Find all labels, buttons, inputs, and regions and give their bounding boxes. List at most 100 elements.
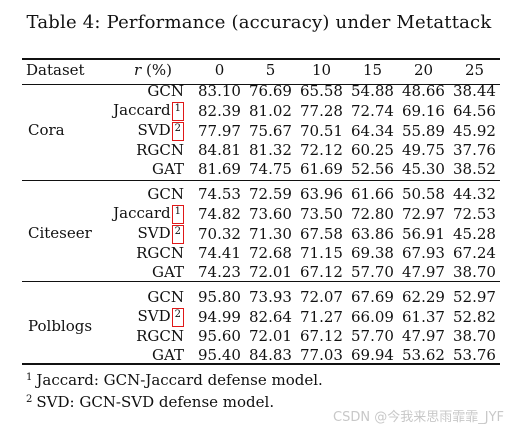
accuracy-cell: 57.70 xyxy=(351,327,394,345)
accuracy-cell: 94.99 xyxy=(198,307,241,326)
accuracy-cell: 72.59 xyxy=(249,185,292,203)
method-cell: RGCN xyxy=(112,244,194,263)
table-row: GAT 81.69 74.75 61.69 52.56 45.30 38.52 xyxy=(22,160,500,179)
table-row: SVD 2 77.97 75.67 70.51 64.34 55.89 45.92 xyxy=(22,121,500,141)
footnote-marker-highlight: 1 xyxy=(171,205,184,224)
dataset-cell: Polblogs xyxy=(28,317,93,335)
accuracy-cell: 81.32 xyxy=(249,141,292,159)
accuracy-cell: 82.39 xyxy=(198,101,241,120)
method-cell: GAT xyxy=(112,160,194,179)
accuracy-cell: 65.58 xyxy=(300,82,343,100)
header-rate-value: 15 xyxy=(362,61,383,79)
table-row: RGCN 74.41 72.68 71.15 69.38 67.93 67.24 xyxy=(22,244,500,263)
header-rate-value: 10 xyxy=(311,61,332,79)
accuracy-cell: 54.88 xyxy=(351,82,394,100)
accuracy-cell: 64.34 xyxy=(351,121,394,140)
table-row: Cora GCN 83.10 76.69 65.58 54.88 48.66 38.44 xyxy=(22,82,500,139)
accuracy-cell: 74.82 xyxy=(198,204,241,223)
footnote-marker-highlight: 2 xyxy=(171,225,184,244)
accuracy-cell: 95.40 xyxy=(198,346,241,364)
accuracy-cell: 52.56 xyxy=(351,160,394,178)
accuracy-cell: 44.32 xyxy=(453,185,496,203)
accuracy-cell: 77.97 xyxy=(198,121,241,140)
dataset-cell: Cora xyxy=(28,121,65,139)
accuracy-cell: 75.67 xyxy=(249,121,292,140)
accuracy-cell: 72.74 xyxy=(351,101,394,120)
footnotes: 1 Jaccard: GCN-Jaccard defense model. 2 SV… xyxy=(26,368,323,412)
footnote-mark: 2 xyxy=(26,394,33,405)
accuracy-cell: 72.97 xyxy=(402,204,445,223)
accuracy-cell: 67.12 xyxy=(300,327,343,345)
accuracy-cell: 52.82 xyxy=(453,307,496,326)
header-rate-var: r xyxy=(134,61,142,79)
method-name: Jaccard xyxy=(113,204,171,222)
header-dataset: Dataset xyxy=(26,61,85,79)
accuracy-cell: 70.51 xyxy=(300,121,343,140)
footnote-text: SVD: GCN-SVD defense model. xyxy=(36,393,275,411)
header-rate-value: 20 xyxy=(413,61,434,79)
accuracy-cell: 70.32 xyxy=(198,224,241,243)
accuracy-cell: 37.76 xyxy=(453,141,496,159)
accuracy-cell: 52.97 xyxy=(453,288,496,306)
accuracy-cell: 66.09 xyxy=(351,307,394,326)
accuracy-cell: 73.93 xyxy=(249,288,292,306)
table-row: Polblogs GCN 95.80 73.93 72.07 67.69 62.29 52.9… xyxy=(22,288,500,335)
method-cell: GAT xyxy=(112,346,194,365)
header-rule xyxy=(22,84,500,85)
accuracy-cell: 81.69 xyxy=(198,160,241,178)
accuracy-cell: 67.24 xyxy=(453,244,496,262)
method-cell: GCN xyxy=(112,82,194,101)
accuracy-cell: 67.93 xyxy=(402,244,445,262)
accuracy-cell: 47.97 xyxy=(402,263,445,281)
method-name: SVD xyxy=(137,307,171,325)
accuracy-cell: 72.68 xyxy=(249,244,292,262)
accuracy-cell: 69.94 xyxy=(351,346,394,364)
accuracy-cell: 38.70 xyxy=(453,327,496,345)
accuracy-cell: 77.03 xyxy=(300,346,343,364)
header-rate: r (%) xyxy=(112,58,194,82)
method-name: SVD xyxy=(137,224,171,242)
accuracy-cell: 95.60 xyxy=(198,327,241,345)
accuracy-cell: 67.69 xyxy=(351,288,394,306)
accuracy-cell: 61.69 xyxy=(300,160,343,178)
method-name: RGCN xyxy=(136,141,184,159)
accuracy-cell: 55.89 xyxy=(402,121,445,140)
accuracy-cell: 73.50 xyxy=(300,204,343,223)
header-rate-value: 5 xyxy=(265,61,276,79)
method-name: RGCN xyxy=(136,327,184,345)
accuracy-cell: 53.76 xyxy=(453,346,496,364)
method-name: GCN xyxy=(147,185,184,203)
footnote: 2 SVD: GCN-SVD defense model. xyxy=(26,390,323,412)
accuracy-cell: 81.02 xyxy=(249,101,292,120)
table-row: GAT 95.40 84.83 77.03 69.94 53.62 53.76 xyxy=(22,346,500,365)
accuracy-cell: 73.60 xyxy=(249,204,292,223)
method-cell: SVD 2 xyxy=(112,121,194,141)
accuracy-cell: 50.58 xyxy=(402,185,445,203)
accuracy-cell: 95.80 xyxy=(198,288,241,306)
method-name: GAT xyxy=(152,263,184,281)
method-name: GCN xyxy=(147,82,184,100)
accuracy-cell: 61.66 xyxy=(351,185,394,203)
accuracy-cell: 63.96 xyxy=(300,185,343,203)
method-cell: Jaccard 1 xyxy=(112,204,194,224)
accuracy-cell: 45.92 xyxy=(453,121,496,140)
accuracy-cell: 84.83 xyxy=(249,346,292,364)
method-cell: GCN xyxy=(112,288,194,307)
top-rule xyxy=(22,58,500,60)
method-cell: SVD 2 xyxy=(112,307,194,327)
method-name: GAT xyxy=(152,160,184,178)
accuracy-cell: 67.58 xyxy=(300,224,343,243)
accuracy-cell: 38.44 xyxy=(453,82,496,100)
footnote-marker-highlight: 2 xyxy=(171,122,184,141)
table-row: RGCN 84.81 81.32 72.12 60.25 49.75 37.76 xyxy=(22,141,500,160)
accuracy-cell: 47.97 xyxy=(402,327,445,345)
accuracy-cell: 67.12 xyxy=(300,263,343,281)
accuracy-cell: 45.30 xyxy=(402,160,445,178)
performance-table: Dataset r (%) 0 5 10 15 20 25 Cora GCN 83.… xyxy=(22,58,500,365)
method-cell: GAT xyxy=(112,263,194,282)
accuracy-cell: 83.10 xyxy=(198,82,241,100)
method-cell: Jaccard 1 xyxy=(112,101,194,121)
accuracy-cell: 84.81 xyxy=(198,141,241,159)
accuracy-cell: 71.30 xyxy=(249,224,292,243)
group-rule-1 xyxy=(22,180,500,181)
